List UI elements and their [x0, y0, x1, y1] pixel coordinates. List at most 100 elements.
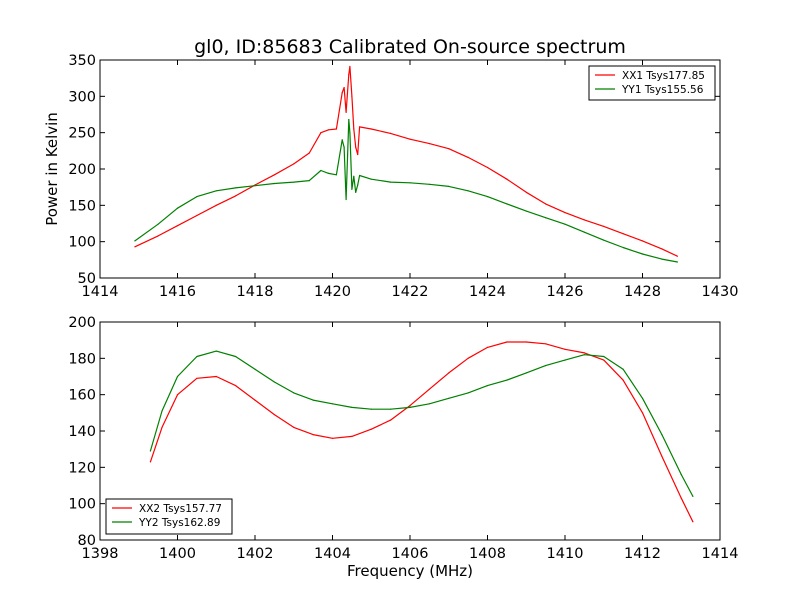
top-x-tick-label: 1414 [82, 284, 119, 300]
top-series-1-point [661, 248, 663, 250]
bottom-series-1-point [370, 428, 372, 430]
bottom-x-tick-label: 1398 [82, 546, 119, 562]
bottom-series-1-point [583, 352, 586, 354]
top-series-1-point [428, 143, 430, 145]
top-series-1-point [308, 152, 310, 154]
bottom-series-2-line [149, 350, 694, 497]
bottom-y-tick-label: 140 [68, 424, 96, 440]
bottom-series-2-point [641, 397, 644, 399]
top-series-1-point [409, 138, 411, 140]
top-series-2-point [328, 172, 330, 174]
top-series-1-point [351, 95, 353, 97]
bottom-series-1-point [622, 379, 624, 381]
top-series-1-point [341, 92, 343, 94]
top-series-1-point [320, 132, 322, 134]
top-series-2-point [641, 253, 644, 255]
top-y-tick-label: 50 [78, 271, 96, 287]
top-series-1-point [390, 132, 392, 134]
top-y-tick-label: 350 [68, 53, 96, 69]
top-series-1-point [353, 128, 355, 130]
bottom-series-2-point [161, 410, 163, 412]
top-series-2-point [525, 210, 527, 212]
top-series-1-point [603, 225, 605, 227]
bottom-x-tick-label: 1410 [547, 546, 584, 562]
bottom-series-2-point [564, 359, 566, 361]
top-series-2-point [157, 223, 159, 225]
bottom-series-2-point [331, 403, 334, 405]
top-series-1-point [293, 163, 295, 165]
top-series-2-point [335, 174, 337, 176]
bottom-series-2-point [506, 379, 508, 381]
top-series-2-point [254, 185, 256, 187]
top-series-2-point [359, 174, 361, 177]
top-legend-box [588, 65, 716, 101]
bottom-series-1-point [545, 343, 547, 345]
top-y-tick-label: 250 [68, 126, 96, 142]
top-series-2-point [348, 119, 350, 121]
bottom-x-tick-label: 1400 [159, 546, 196, 562]
top-series-2-point [273, 182, 275, 185]
top-series-2-point [486, 196, 489, 198]
bottom-series-1-point [486, 346, 489, 348]
top-series-1-point [176, 225, 179, 227]
top-series-2-point [235, 187, 237, 189]
top-y-tick-label: 300 [68, 89, 96, 105]
top-series-2-point [545, 217, 547, 219]
bottom-panel: 1398 1400 1402 1404 1406 1408 1410 1412 1414 80 10… [68, 315, 738, 562]
top-series-1-point [622, 233, 624, 235]
top-y-tick-label: 150 [68, 198, 96, 214]
top-series-1-point [196, 214, 198, 217]
bottom-series-2-point [176, 375, 179, 378]
bottom-series-1-point [448, 372, 450, 374]
top-legend: XX1 Tsys177.85 YY1 Tsys155.56 [588, 65, 716, 101]
bottom-series-2-point [545, 365, 547, 367]
bottom-series-2-point [196, 355, 198, 358]
bottom-x-tick-label: 1402 [237, 546, 274, 562]
top-series-2-point [293, 181, 295, 183]
top-series-1-point [506, 178, 508, 180]
top-series-1-point [355, 146, 357, 148]
bottom-series-1-point [176, 394, 179, 396]
top-series-1-point [349, 65, 351, 68]
top-series-2-point [603, 239, 605, 241]
bottom-series-2-point [467, 392, 469, 394]
bottom-x-tick-label: 1414 [702, 546, 739, 562]
top-series-2-point [343, 146, 345, 148]
top-series-2-point [176, 207, 179, 209]
top-y-tick-label: 100 [68, 235, 96, 251]
bottom-series-2-point [583, 354, 586, 356]
bottom-series-2-point [390, 408, 392, 410]
bottom-y-tick-label: 180 [68, 351, 96, 367]
top-series-2-point [467, 190, 469, 192]
bottom-legend: XX2 Tsys157.77 YY2 Tsys162.89 [105, 498, 233, 535]
bottom-y-tick-label: 80 [78, 533, 96, 549]
bottom-y-tick-label: 160 [68, 388, 96, 404]
top-series-2-point [308, 180, 310, 182]
top-x-tick-label: 1422 [392, 284, 429, 300]
top-legend-label: YY1 Tsys155.56 [621, 84, 704, 96]
bottom-series-2-point [149, 450, 151, 452]
bottom-y-tick-label: 100 [68, 497, 96, 513]
bottom-series-2-point [235, 355, 237, 358]
top-series-1-point [564, 212, 566, 214]
top-series-2-point [196, 196, 198, 198]
bottom-series-1-point [273, 414, 275, 416]
top-series-1-point [348, 73, 350, 76]
top-x-tick-label: 1430 [702, 284, 739, 300]
bottom-series-2-point [370, 408, 372, 410]
top-series-1-point [467, 156, 469, 158]
top-series-2-point [134, 240, 136, 242]
bottom-series-2-point [351, 406, 353, 408]
top-series-2-point [564, 223, 566, 225]
top-series-1-point [343, 87, 345, 89]
top-series-2-point [355, 191, 357, 193]
top-series-1-point [525, 191, 527, 193]
bottom-x-tick-label: 1406 [392, 546, 429, 562]
top-series-2-point [215, 190, 217, 192]
top-series-2-point [320, 169, 322, 172]
top-series-2-point [353, 175, 355, 177]
bottom-legend-label: XX2 Tsys157.77 [139, 503, 222, 515]
bottom-series-1-point [409, 405, 411, 407]
top-x-tick-label: 1428 [624, 284, 661, 300]
bottom-series-1-point [692, 521, 694, 523]
